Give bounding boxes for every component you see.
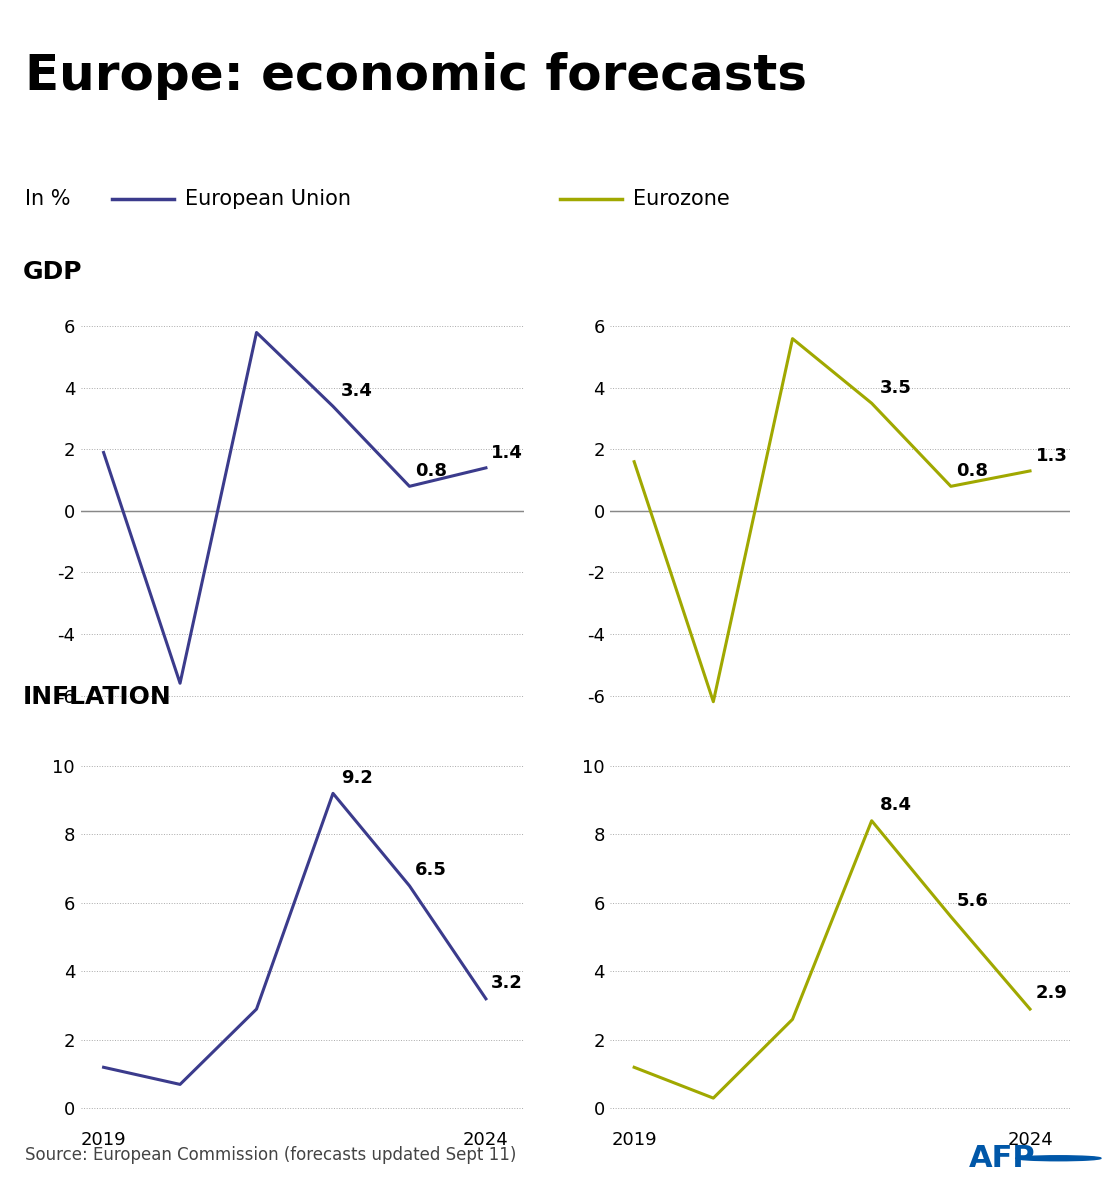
Text: Eurozone: Eurozone: [633, 189, 729, 210]
Text: 3.5: 3.5: [879, 379, 912, 397]
Text: 2.9: 2.9: [1036, 984, 1067, 1003]
Text: AFP: AFP: [969, 1143, 1035, 1173]
Text: 1.4: 1.4: [492, 444, 523, 462]
Text: 3.2: 3.2: [492, 974, 523, 992]
Text: INFLATION: INFLATION: [22, 686, 171, 710]
Text: 0.8: 0.8: [414, 462, 447, 480]
Text: 0.8: 0.8: [956, 462, 988, 480]
Text: In %: In %: [25, 189, 71, 210]
Text: 1.3: 1.3: [1036, 447, 1067, 464]
Circle shape: [1016, 1155, 1101, 1161]
Text: GDP: GDP: [22, 261, 82, 285]
Text: European Union: European Union: [185, 189, 351, 210]
Text: 3.4: 3.4: [340, 382, 373, 400]
Text: Europe: economic forecasts: Europe: economic forecasts: [25, 52, 806, 100]
Text: 5.6: 5.6: [956, 892, 988, 910]
Text: Source: European Commission (forecasts updated Sept 11): Source: European Commission (forecasts u…: [25, 1146, 516, 1164]
Text: 9.2: 9.2: [340, 768, 373, 786]
Text: 8.4: 8.4: [879, 796, 912, 813]
Text: 6.5: 6.5: [414, 861, 447, 879]
